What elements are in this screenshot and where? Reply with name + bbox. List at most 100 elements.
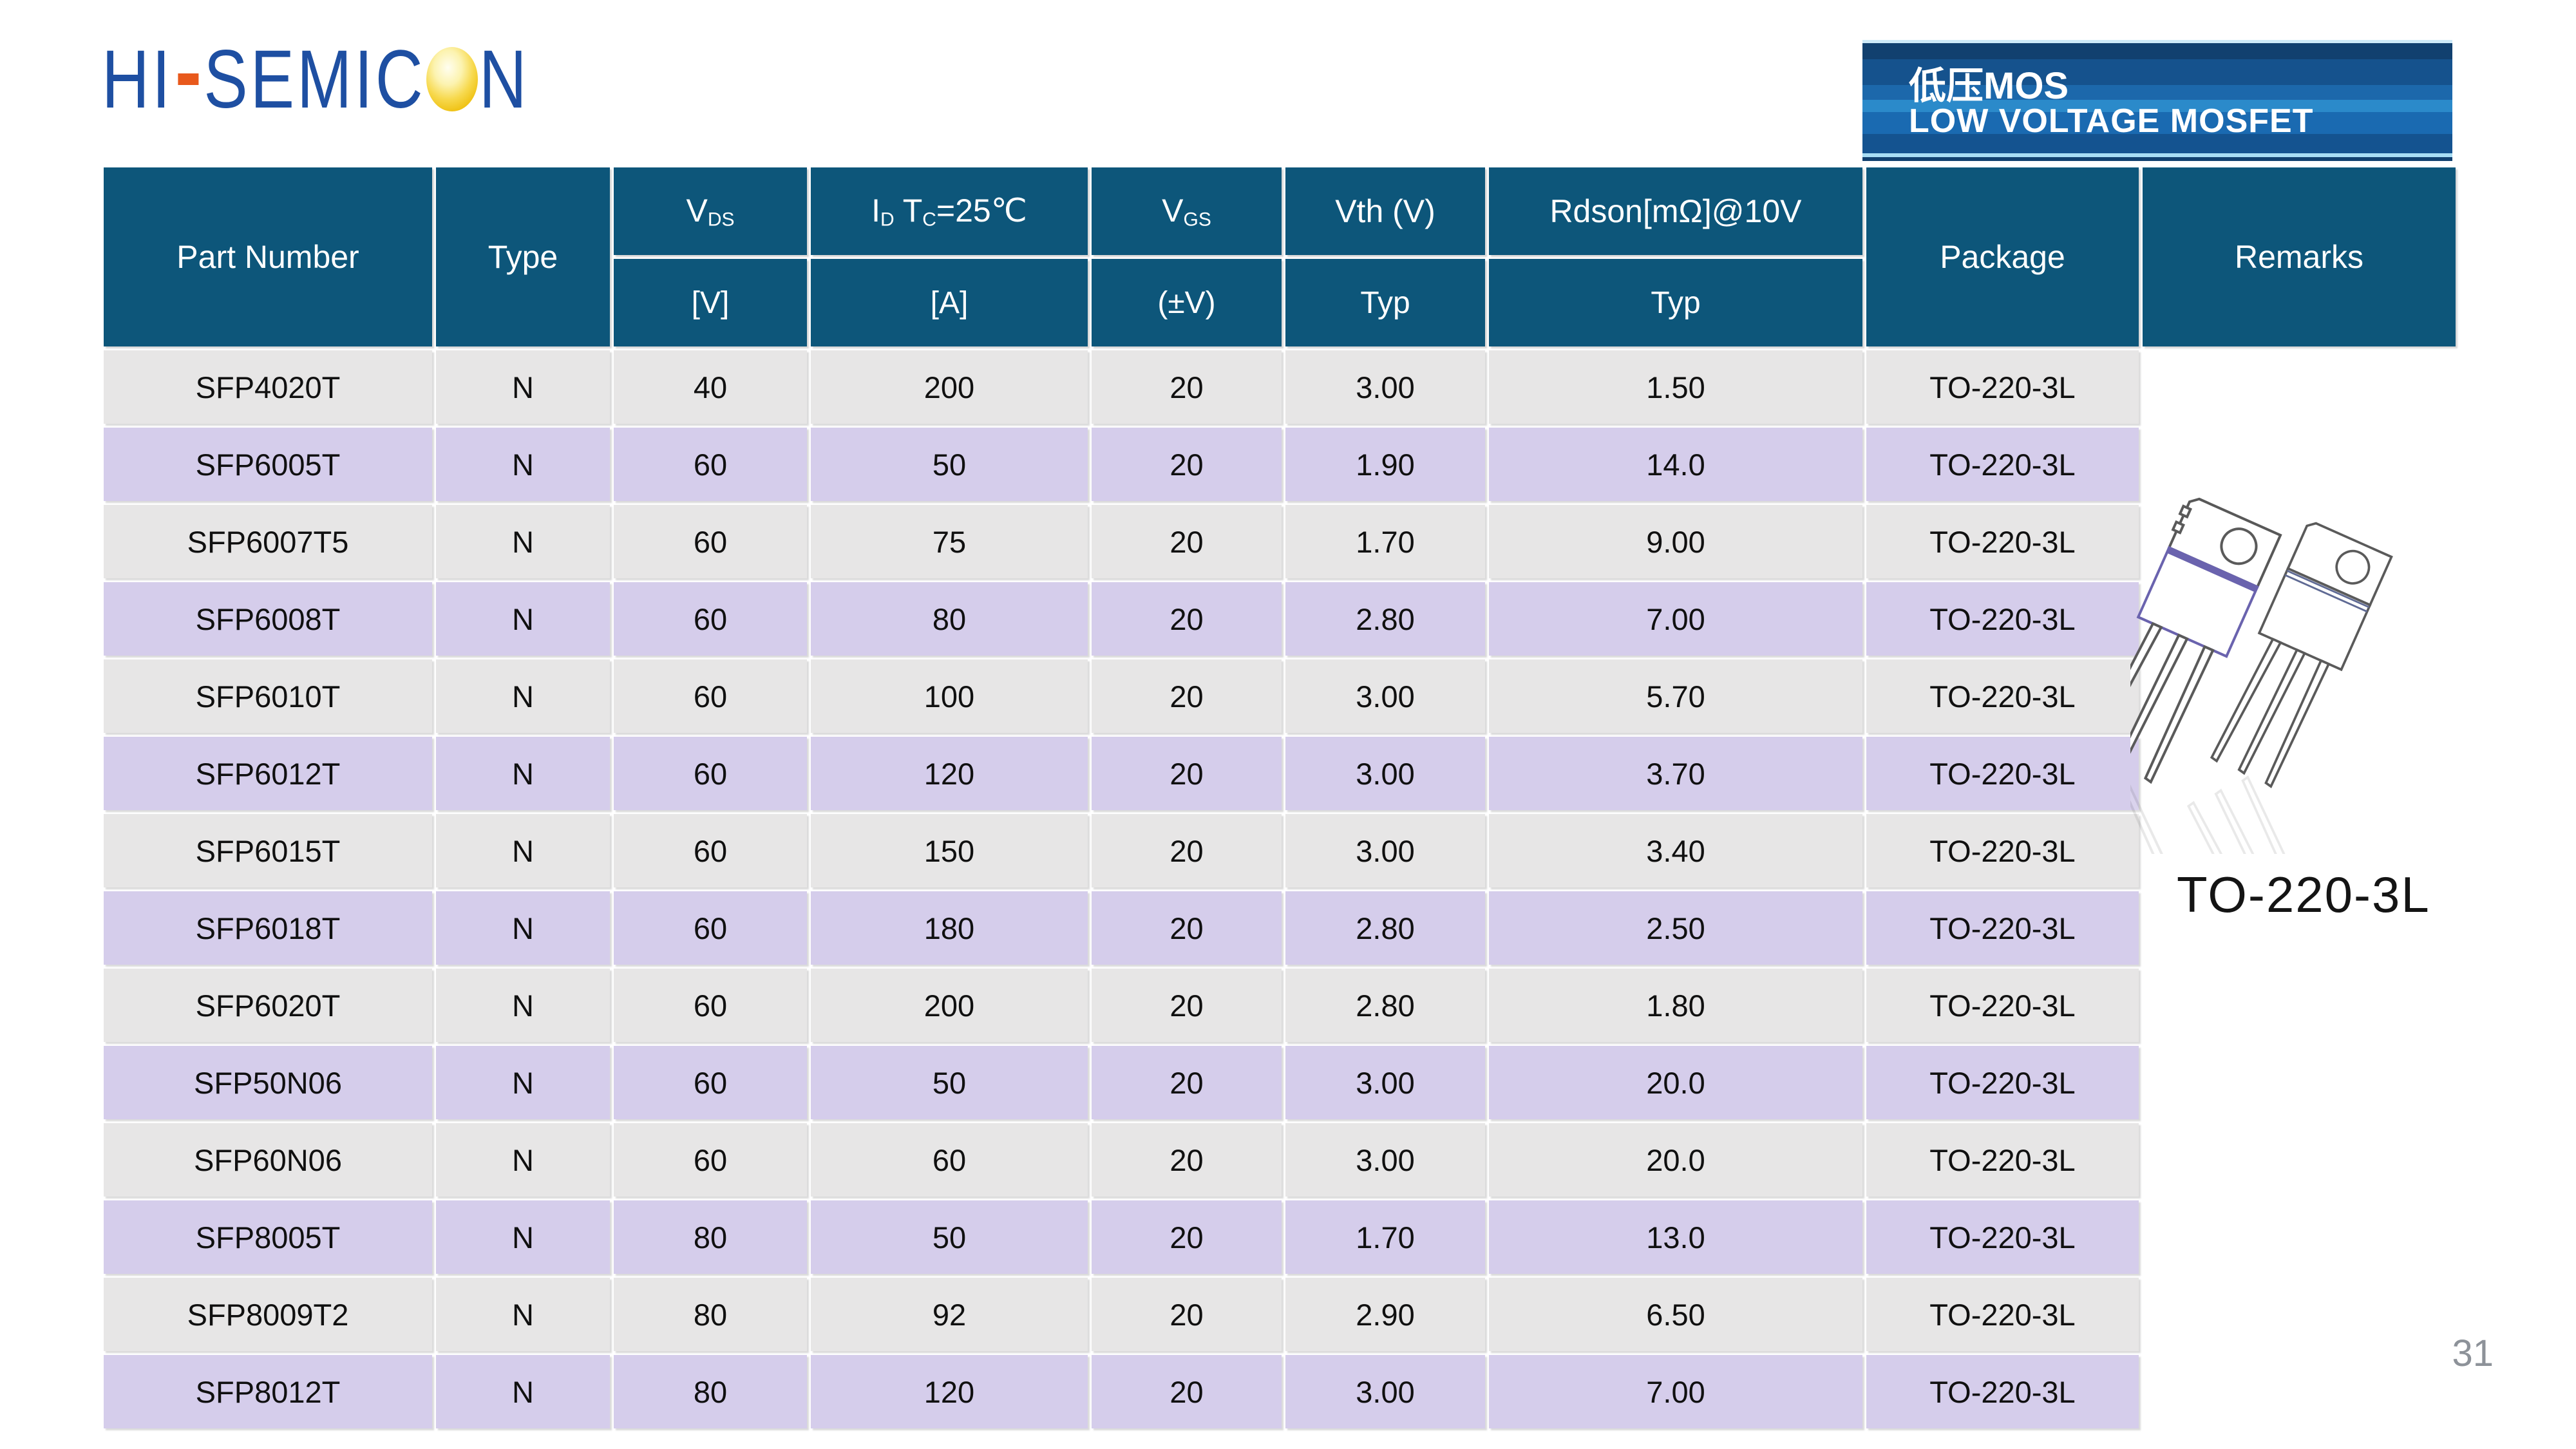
logo-text-semic: SEMIC	[204, 33, 426, 126]
cell-pkg: TO-220-3L	[1866, 582, 2139, 656]
cell-pkg: TO-220-3L	[1866, 505, 2139, 578]
cell-remarks-empty	[2143, 969, 2456, 1042]
cell-id: 120	[811, 1355, 1088, 1428]
cell-vth: 2.90	[1285, 1278, 1485, 1351]
cell-vth: 2.80	[1285, 582, 1485, 656]
cell-type: N	[436, 969, 610, 1042]
col-unit-id: [A]	[811, 259, 1088, 346]
cell-vth: 3.00	[1285, 737, 1485, 810]
col-header-package: Package	[1866, 167, 2139, 346]
cell-vth: 3.00	[1285, 350, 1485, 424]
to220-package-drawing	[2130, 497, 2393, 854]
cell-vth: 2.80	[1285, 969, 1485, 1042]
cell-vth: 1.70	[1285, 505, 1485, 578]
cell-part: SFP6012T	[104, 737, 432, 810]
cell-rdson: 20.0	[1489, 1123, 1862, 1197]
cell-part: SFP4020T	[104, 350, 432, 424]
cell-vds: 60	[614, 814, 807, 887]
cell-rdson: 3.70	[1489, 737, 1862, 810]
cell-vgs: 20	[1092, 1355, 1282, 1428]
cell-vth: 1.70	[1285, 1200, 1485, 1274]
cell-remarks-empty	[2143, 1278, 2456, 1351]
col-header-remarks: Remarks	[2143, 167, 2456, 346]
cell-pkg: TO-220-3L	[1866, 969, 2139, 1042]
cell-part: SFP6020T	[104, 969, 432, 1042]
col-unit-vth: Typ	[1285, 259, 1485, 346]
cell-id: 75	[811, 505, 1088, 578]
cell-pkg: TO-220-3L	[1866, 659, 2139, 733]
table-row: SFP8005T N 80 50 20 1.70 13.0 TO-220-3L	[104, 1200, 2456, 1274]
cell-part: SFP6010T	[104, 659, 432, 733]
cell-vds: 60	[614, 969, 807, 1042]
cell-vds: 60	[614, 582, 807, 656]
cell-type: N	[436, 1046, 610, 1119]
cell-id: 200	[811, 350, 1088, 424]
cell-part: SFP60N06	[104, 1123, 432, 1197]
cell-vds: 60	[614, 505, 807, 578]
cell-rdson: 7.00	[1489, 1355, 1862, 1428]
cell-part: SFP6005T	[104, 428, 432, 501]
cell-pkg: TO-220-3L	[1866, 1278, 2139, 1351]
col-header-vds: VDS	[614, 167, 807, 255]
cell-id: 120	[811, 737, 1088, 810]
cell-part: SFP6007T5	[104, 505, 432, 578]
table-row: SFP6008T N 60 80 20 2.80 7.00 TO-220-3L	[104, 582, 2456, 656]
cell-type: N	[436, 737, 610, 810]
cell-id: 200	[811, 969, 1088, 1042]
cell-vds: 80	[614, 1278, 807, 1351]
cell-part: SFP8012T	[104, 1355, 432, 1428]
cell-vth: 3.00	[1285, 1123, 1485, 1197]
cell-type: N	[436, 428, 610, 501]
cell-vds: 60	[614, 737, 807, 810]
package-name-label: TO-220-3L	[2177, 866, 2430, 923]
cell-part: SFP6015T	[104, 814, 432, 887]
cell-id: 50	[811, 428, 1088, 501]
cell-type: N	[436, 1355, 610, 1428]
cell-type: N	[436, 505, 610, 578]
cell-rdson: 9.00	[1489, 505, 1862, 578]
table-row: SFP6007T5 N 60 75 20 1.70 9.00 TO-220-3L	[104, 505, 2456, 578]
col-header-id: ID TC=25℃	[811, 167, 1088, 255]
cell-rdson: 13.0	[1489, 1200, 1862, 1274]
cell-vds: 40	[614, 350, 807, 424]
table-row: SFP6012T N 60 120 20 3.00 3.70 TO-220-3L	[104, 737, 2456, 810]
cell-rdson: 20.0	[1489, 1046, 1862, 1119]
cell-id: 180	[811, 891, 1088, 965]
cell-type: N	[436, 814, 610, 887]
table-row: SFP8012T N 80 120 20 3.00 7.00 TO-220-3L	[104, 1355, 2456, 1428]
logo-hyphen	[178, 73, 199, 85]
cell-pkg: TO-220-3L	[1866, 1046, 2139, 1119]
company-logo: HI SEMIC N	[102, 33, 529, 126]
col-header-rdson: Rdson[mΩ]@10V	[1489, 167, 1862, 255]
cell-vth: 3.00	[1285, 1046, 1485, 1119]
cell-rdson: 7.00	[1489, 582, 1862, 656]
cell-type: N	[436, 1278, 610, 1351]
table-row: SFP6018T N 60 180 20 2.80 2.50 TO-220-3L	[104, 891, 2456, 965]
banner-title-en: LOW VOLTAGE MOSFET	[1909, 102, 2314, 140]
cell-part: SFP6018T	[104, 891, 432, 965]
cell-rdson: 3.40	[1489, 814, 1862, 887]
cell-id: 92	[811, 1278, 1088, 1351]
cell-vgs: 20	[1092, 1200, 1282, 1274]
cell-remarks-empty	[2143, 1355, 2456, 1428]
col-header-vgs: VGS	[1092, 167, 1282, 255]
cell-vgs: 20	[1092, 659, 1282, 733]
cell-vds: 80	[614, 1355, 807, 1428]
table-row: SFP4020T N 40 200 20 3.00 1.50 TO-220-3L	[104, 350, 2456, 424]
col-header-part-number: Part Number	[104, 167, 432, 346]
cell-pkg: TO-220-3L	[1866, 350, 2139, 424]
cell-pkg: TO-220-3L	[1866, 737, 2139, 810]
cell-rdson: 5.70	[1489, 659, 1862, 733]
cell-pkg: TO-220-3L	[1866, 814, 2139, 887]
cell-part: SFP50N06	[104, 1046, 432, 1119]
cell-id: 50	[811, 1046, 1088, 1119]
cell-vgs: 20	[1092, 969, 1282, 1042]
cell-remarks-empty	[2143, 1123, 2456, 1197]
table-row: SFP6020T N 60 200 20 2.80 1.80 TO-220-3L	[104, 969, 2456, 1042]
cell-vth: 3.00	[1285, 1355, 1485, 1428]
cell-rdson: 1.80	[1489, 969, 1862, 1042]
table-row: SFP8009T2 N 80 92 20 2.90 6.50 TO-220-3L	[104, 1278, 2456, 1351]
cell-vds: 60	[614, 428, 807, 501]
cell-rdson: 14.0	[1489, 428, 1862, 501]
cell-vth: 3.00	[1285, 659, 1485, 733]
